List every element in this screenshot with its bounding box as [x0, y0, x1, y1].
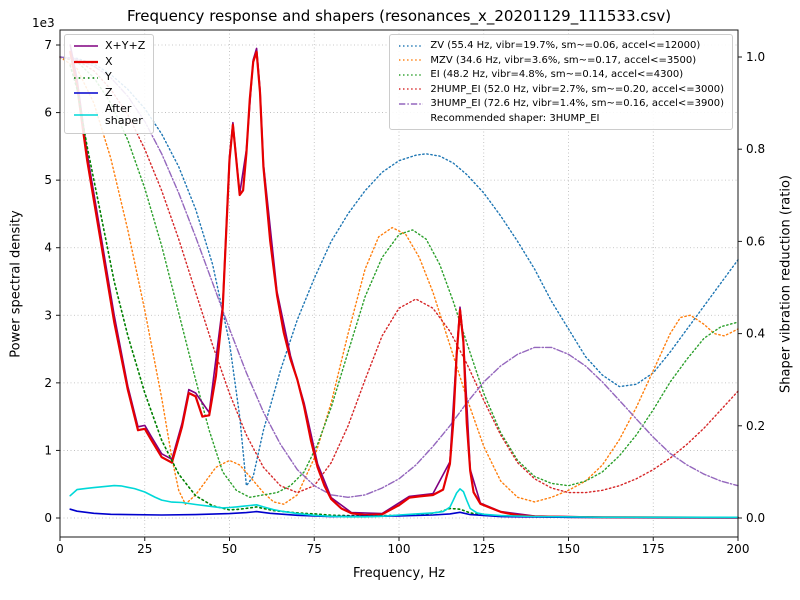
- legend-line-sample: [399, 59, 424, 61]
- psd-line-z: [69, 508, 739, 519]
- y-right-tick-label: 0.6: [746, 234, 765, 248]
- shaper-line-zv: [59, 56, 739, 487]
- legend-item: X+Y+Z: [73, 39, 146, 53]
- y-left-tick-label: 6: [44, 106, 52, 120]
- legend-label: EI (48.2 Hz, vibr=4.8%, sm~=0.14, accel<…: [430, 69, 684, 80]
- legend-item: MZV (34.6 Hz, vibr=3.6%, sm~=0.17, accel…: [398, 55, 724, 67]
- legend-item: ZV (55.4 Hz, vibr=19.7%, sm~=0.06, accel…: [398, 40, 724, 52]
- shaper-line-3hump-ei: [59, 56, 739, 498]
- recommended-shaper-note: Recommended shaper: 3HUMP_EI: [430, 112, 600, 124]
- legend-item: Y: [73, 71, 145, 84]
- y-left-tick-label: 3: [44, 308, 52, 322]
- x-tick-label: 25: [137, 542, 152, 556]
- legend-label: X: [105, 54, 113, 68]
- legend-label: Y: [105, 70, 112, 84]
- y-left-tick-label: 0: [44, 511, 52, 525]
- legend-line-sample: [74, 45, 98, 48]
- legend-label: 3HUMP_EI (72.6 Hz, vibr=1.4%, sm~=0.16, …: [430, 98, 724, 109]
- legend-line-sample: [74, 60, 98, 64]
- legend-line-sample: [399, 74, 424, 76]
- y-right-tick-label: 0.8: [746, 142, 765, 156]
- shaper-legend: ZV (55.4 Hz, vibr=19.7%, sm~=0.06, accel…: [389, 34, 733, 130]
- x-axis-label: Frequency, Hz: [352, 566, 446, 581]
- psd-line-x: [69, 50, 740, 519]
- legend-line-sample: [74, 92, 98, 95]
- shaper-line-ei: [59, 56, 739, 498]
- legend-label: MZV (34.6 Hz, vibr=3.6%, sm~=0.17, accel…: [430, 54, 697, 66]
- legend-item: X: [73, 54, 145, 69]
- y-right-tick-label: 0.2: [746, 419, 765, 433]
- x-tick-label: 200: [727, 542, 750, 556]
- shaper-line-2hump-ei: [59, 56, 739, 494]
- legend-item: 2HUMP_EI (52.0 Hz, vibr=2.7%, sm~=0.20, …: [398, 84, 724, 96]
- legend-label: 2HUMP_EI (52.0 Hz, vibr=2.7%, sm~=0.20, …: [430, 83, 724, 95]
- y-left-tick-label: 5: [44, 173, 52, 187]
- y-left-tick-label: 2: [44, 376, 52, 390]
- y-right-tick-label: 1.0: [746, 50, 765, 64]
- psd-line-x-y-z: [69, 44, 739, 519]
- legend-line-sample: [399, 45, 424, 47]
- chart-title: Frequency response and shapers (resonanc…: [126, 7, 672, 25]
- psd-line-after-shaper: [69, 484, 739, 519]
- x-tick-label: 50: [222, 542, 237, 556]
- axis-offset-text: 1e3: [32, 16, 55, 30]
- legend-line-sample: [399, 103, 424, 105]
- x-tick-label: 100: [388, 542, 411, 556]
- legend-item: EI (48.2 Hz, vibr=4.8%, sm~=0.14, accel<…: [398, 69, 724, 81]
- x-tick-label: 75: [307, 542, 322, 556]
- y-left-tick-label: 7: [44, 38, 52, 52]
- legend-label: X+Y+Z: [105, 39, 146, 52]
- psd-line-y: [69, 64, 739, 519]
- x-tick-label: 150: [557, 542, 580, 556]
- legend-line-sample: [399, 88, 424, 90]
- legend-label: ZV (55.4 Hz, vibr=19.7%, sm~=0.06, accel…: [430, 40, 701, 51]
- legend-item: Z: [73, 85, 145, 100]
- legend-line-sample: [74, 114, 98, 117]
- legend-item: 3HUMP_EI (72.6 Hz, vibr=1.4%, sm~=0.16, …: [398, 98, 724, 110]
- legend-line-sample: [74, 76, 98, 79]
- legend-label: Z: [105, 85, 113, 99]
- y-right-tick-label: 0.4: [746, 327, 765, 341]
- legend-label: After shaper: [105, 101, 143, 128]
- y-axis-label-right: Shaper vibration reduction (ratio): [778, 175, 794, 393]
- y-axis-label-left: Power spectral density: [8, 210, 24, 358]
- x-tick-label: 175: [642, 542, 665, 556]
- psd-legend: X+Y+Z X Y Z After shaper: [64, 34, 155, 134]
- y-left-tick-label: 1: [44, 443, 52, 457]
- shaper-line-mzv: [59, 56, 739, 505]
- x-tick-label: 0: [56, 542, 64, 556]
- x-tick-label: 125: [472, 542, 495, 556]
- y-left-tick-label: 4: [44, 241, 52, 255]
- y-right-tick-label: 0.0: [746, 511, 765, 525]
- legend-item: After shaper: [73, 101, 145, 128]
